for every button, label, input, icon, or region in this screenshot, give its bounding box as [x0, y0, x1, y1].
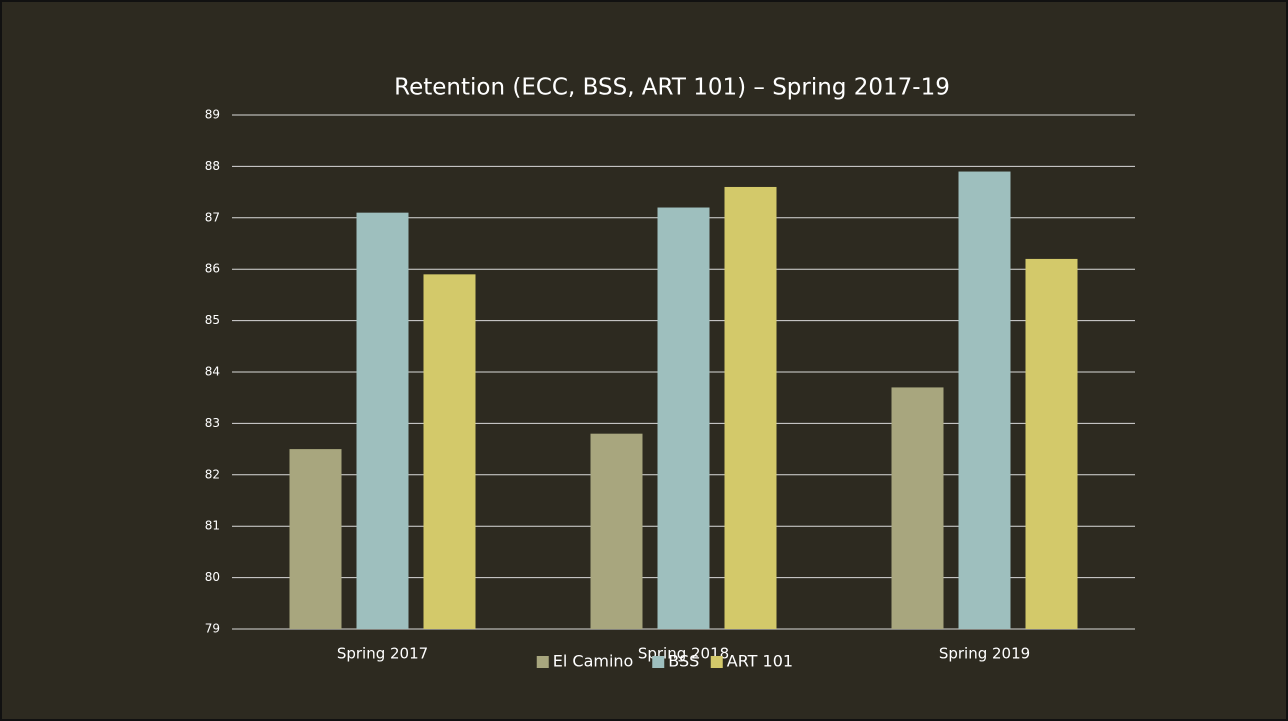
legend-swatch — [536, 656, 549, 668]
bar — [289, 449, 342, 629]
y-tick-label: 81 — [205, 519, 220, 533]
y-tick-label: 85 — [205, 313, 220, 327]
bar — [891, 387, 944, 629]
y-tick-label: 86 — [205, 262, 220, 276]
y-tick-label: 80 — [205, 570, 220, 584]
bar — [724, 186, 777, 629]
bar — [423, 274, 476, 629]
bar — [356, 212, 409, 629]
x-tick-label: Spring 2019 — [939, 645, 1030, 663]
legend-swatch — [710, 656, 723, 668]
x-tick-label: Spring 2017 — [337, 645, 428, 663]
legend-label: El Camino — [553, 652, 634, 671]
bar — [1025, 258, 1078, 629]
y-tick-label: 89 — [205, 108, 220, 122]
y-tick-label: 84 — [205, 365, 220, 379]
y-tick-label: 83 — [205, 416, 220, 430]
bar — [590, 433, 643, 629]
y-tick-label: 88 — [205, 159, 220, 173]
legend-label: ART 101 — [727, 652, 793, 671]
y-tick-label: 87 — [205, 210, 220, 224]
bar — [657, 207, 710, 629]
legend-swatch — [652, 656, 665, 668]
chart-title: Retention (ECC, BSS, ART 101) – Spring 2… — [394, 75, 950, 101]
bar — [958, 171, 1011, 630]
y-tick-label: 79 — [205, 622, 220, 636]
legend-label: BSS — [668, 652, 699, 671]
y-tick-label: 82 — [205, 467, 220, 481]
